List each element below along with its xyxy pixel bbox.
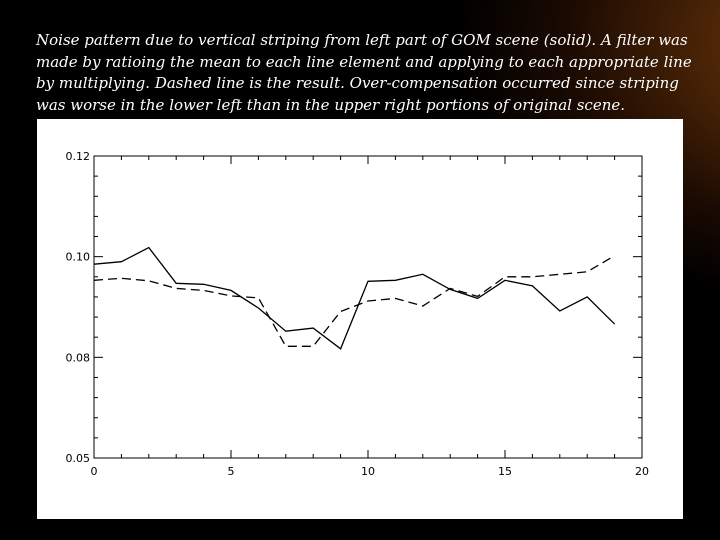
- x-tick-label: 15: [498, 465, 512, 478]
- y-tick-label: 0.12: [66, 150, 91, 163]
- y-tick-label: 0.08: [66, 351, 91, 364]
- dashed-series-line: [93, 255, 615, 347]
- y-tick-label: 0.10: [66, 251, 91, 264]
- line-chart: 0 5 10 15 20 0.05 0.08 0.10 0.12: [66, 150, 650, 478]
- x-tick-label: 10: [361, 465, 375, 478]
- slide-caption: Noise pattern due to vertical striping f…: [36, 31, 692, 114]
- y-tick-label: 0.05: [66, 452, 91, 465]
- x-tick-label: 0: [91, 465, 98, 478]
- x-tick-label: 20: [635, 465, 649, 478]
- plot-frame: [93, 155, 643, 459]
- series-layer: [93, 246, 616, 350]
- y-axis-ticks: 0.05 0.08 0.10 0.12: [66, 150, 642, 465]
- solid-series-line: [93, 246, 616, 350]
- plot-panel: 0 5 10 15 20 0.05 0.08 0.10 0.12: [37, 119, 683, 519]
- x-tick-label: 5: [228, 465, 235, 478]
- x-axis-ticks: 0 5 10 15 20: [91, 156, 649, 478]
